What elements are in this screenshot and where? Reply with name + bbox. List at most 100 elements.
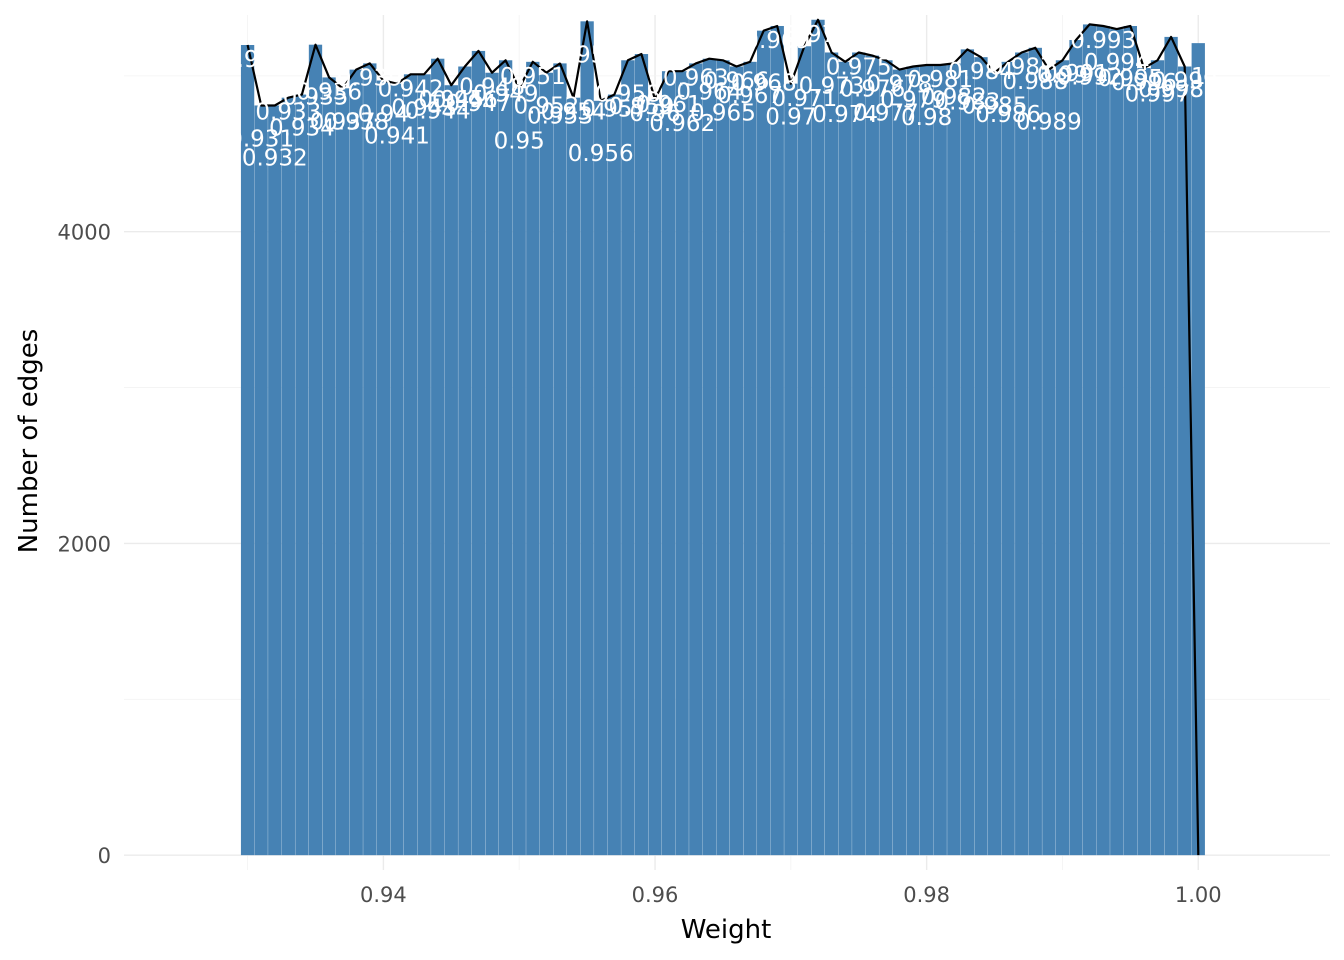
bar-value-label: 0.956	[568, 141, 634, 167]
bar	[621, 60, 635, 856]
bar-value-label: 0.949	[473, 81, 539, 107]
bar	[349, 69, 363, 856]
bar	[485, 72, 499, 856]
bar	[376, 80, 391, 856]
bar-value-label: 0.985	[962, 94, 1028, 120]
bar-value-label: 0.95	[494, 128, 545, 154]
bar-value-label: 0.947	[446, 91, 512, 117]
bar	[308, 44, 323, 856]
bar	[1110, 29, 1124, 856]
bar-value-label: 0.968	[731, 71, 797, 97]
bar-value-label: 0.981	[907, 67, 973, 93]
y-tick-label: 0	[98, 844, 111, 868]
bar-value-label: 0.982	[921, 84, 987, 110]
bar-value-label: 0.973	[799, 73, 865, 99]
bar	[268, 105, 282, 856]
bar-value-label: 0.934	[269, 116, 335, 142]
bar	[403, 74, 418, 856]
y-axis-ticks: 0 2000 4000	[58, 221, 111, 868]
bar	[594, 100, 608, 856]
bar	[1042, 69, 1056, 856]
bar-value-label: 0.959	[609, 94, 675, 120]
bar	[892, 69, 907, 856]
bar	[1178, 66, 1192, 856]
bar	[987, 72, 1002, 856]
y-axis-title: Number of edges	[14, 329, 44, 554]
bar	[960, 49, 975, 856]
bar	[797, 46, 812, 856]
bar-value-label: 0.943	[391, 95, 457, 121]
bars	[240, 19, 1205, 856]
bar-value-label: 0.945	[418, 87, 484, 113]
bar	[1137, 68, 1151, 856]
bar-value-label: 0.951	[500, 64, 566, 90]
y-tick-label: 2000	[58, 532, 111, 556]
bar-value-label: 0.976	[839, 77, 905, 103]
bar-value-label: 0.974	[812, 102, 878, 128]
bar	[254, 105, 268, 856]
bar	[729, 66, 744, 856]
bar	[838, 61, 852, 856]
bar	[784, 83, 798, 856]
bar-value-labels: 0.930.9310.9320.9330.9340.9350.9360.9370…	[222, 22, 1218, 172]
bar-value-label: 0.995	[1097, 66, 1163, 92]
bar-value-label: 0.999	[1152, 69, 1218, 95]
bar	[580, 21, 594, 856]
bar-value-label: 0.963	[663, 65, 729, 91]
bar	[431, 58, 445, 856]
bar-value-label: 0.996	[1111, 70, 1177, 96]
bar-value-label: 0.937	[310, 109, 376, 135]
bar-value-label: 0.964	[676, 80, 742, 106]
bar-value-label: 0.969	[744, 28, 810, 54]
bar-value-label: 0.946	[432, 88, 498, 114]
bar-value-label: 0.941	[364, 124, 430, 150]
bar	[689, 63, 703, 856]
bar	[919, 64, 934, 856]
bar	[1055, 60, 1070, 856]
bar	[417, 74, 431, 856]
bar-value-label: 0.957	[581, 97, 647, 123]
bar-value-label: 0.961	[636, 92, 702, 118]
bar-value-label: 0.977	[853, 100, 919, 126]
bar	[444, 85, 458, 856]
bar	[661, 71, 676, 856]
x-tick-label: 1.00	[1175, 883, 1222, 907]
bar-value-label: 0.988	[1002, 69, 1068, 95]
bar-value-label: 0.94	[358, 102, 409, 128]
bar	[566, 97, 581, 856]
bar	[811, 19, 825, 856]
x-tick-label: 0.98	[903, 883, 950, 907]
bar	[1164, 36, 1178, 856]
bar-value-label: 0.953	[527, 103, 593, 129]
bar	[1123, 25, 1138, 856]
bar	[336, 88, 350, 856]
bar-value-label: 0.994	[1084, 50, 1150, 76]
bar-value-label: 0.993	[1070, 28, 1136, 54]
bar	[1096, 25, 1110, 856]
bar	[906, 66, 920, 856]
bar	[879, 60, 893, 856]
x-tick-label: 0.96	[632, 883, 679, 907]
x-axis-ticks: 0.94 0.96 0.98 1.00	[360, 883, 1222, 907]
bar	[1150, 60, 1165, 856]
bar	[648, 99, 662, 856]
bar	[1069, 40, 1083, 856]
bar	[974, 57, 988, 856]
bar	[1082, 24, 1097, 856]
bar-value-label: 0.992	[1057, 64, 1123, 90]
x-tick-label: 0.94	[360, 883, 407, 907]
bar-value-label: 0.958	[595, 81, 661, 107]
bar-value-label: 0.955	[554, 42, 620, 68]
bar-value-label: 0.936	[296, 79, 362, 105]
bar	[933, 64, 947, 856]
bar-value-label: 0.967	[717, 83, 783, 109]
bar-value-label: 0.93	[222, 47, 273, 73]
bar-value-label: 0.989	[1016, 110, 1082, 136]
bar-value-label: 0.948	[459, 75, 525, 101]
bar	[390, 83, 404, 856]
frequency-line	[246, 18, 1200, 856]
bar-value-label: 0.98	[901, 105, 952, 131]
bar-value-label: 0.975	[826, 54, 892, 80]
bar	[824, 52, 839, 856]
